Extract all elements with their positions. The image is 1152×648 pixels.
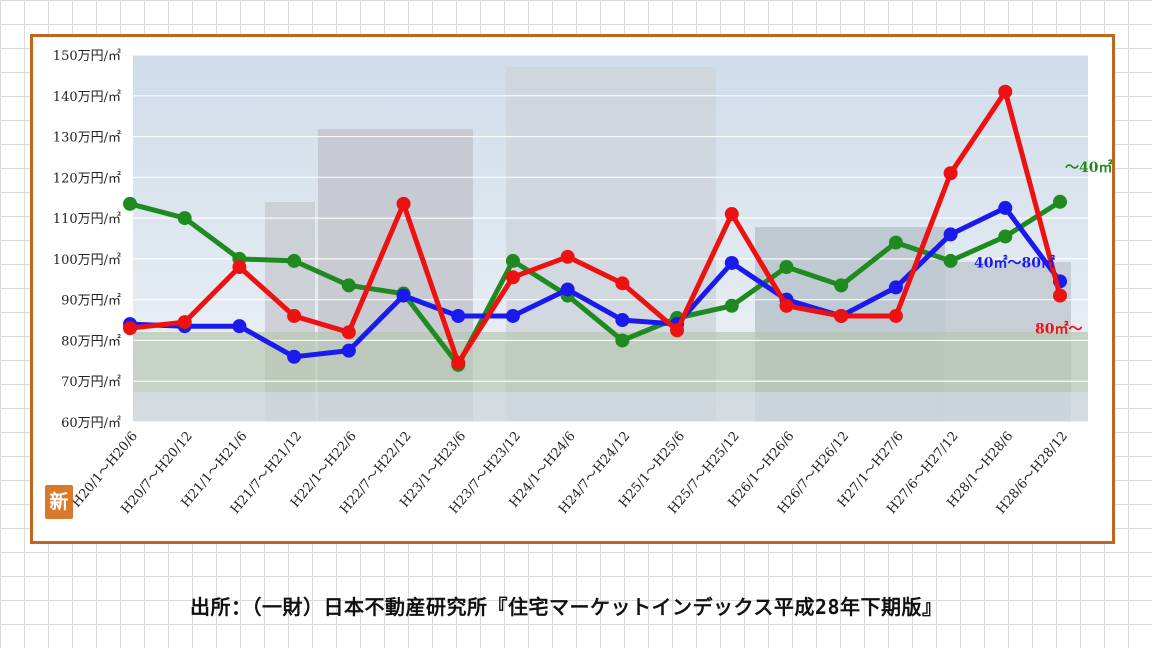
- series-lines: [123, 84, 1067, 372]
- chart-frame: 150万円/㎡ 140万円/㎡ 130万円/㎡ 120万円/㎡ 110万円/㎡ 100万円…: [30, 34, 1115, 544]
- data-point: [505, 253, 520, 268]
- data-point: [888, 235, 903, 250]
- data-point: [451, 308, 466, 323]
- data-point: [177, 211, 192, 226]
- data-point: [779, 260, 794, 275]
- new-badge: 新: [45, 485, 73, 519]
- y-tick-label: 130万円/㎡: [53, 131, 121, 146]
- data-point: [177, 315, 192, 330]
- data-point: [724, 298, 739, 313]
- data-point: [287, 349, 302, 364]
- data-point: [560, 282, 575, 297]
- river: [133, 392, 1088, 422]
- y-tick-label: 60万円/㎡: [61, 416, 121, 431]
- series-line: [127, 89, 1063, 366]
- data-point: [451, 355, 466, 370]
- y-tick-label: 90万円/㎡: [61, 294, 121, 309]
- data-point: [287, 253, 302, 268]
- y-tick-label: 70万円/㎡: [61, 375, 121, 390]
- data-point: [341, 343, 356, 358]
- y-tick-label: 150万円/㎡: [53, 49, 121, 64]
- series-line: [127, 205, 1063, 360]
- data-point: [505, 270, 520, 285]
- data-point: [888, 280, 903, 295]
- data-point: [724, 207, 739, 222]
- series-labels: 〜40㎡ 40㎡〜80㎡ 80㎡〜: [974, 159, 1112, 338]
- data-point: [998, 84, 1013, 99]
- y-tick-label: 120万円/㎡: [53, 171, 121, 186]
- data-point: [1053, 288, 1067, 303]
- data-point: [615, 276, 630, 291]
- data-point: [888, 308, 903, 323]
- series-label: 80㎡〜: [1035, 321, 1082, 338]
- data-point: [779, 298, 794, 313]
- data-point: [724, 255, 739, 270]
- grid-lines: [133, 54, 1088, 423]
- data-point: [943, 227, 958, 242]
- data-point: [615, 333, 630, 348]
- data-point: [232, 260, 247, 275]
- line-chart: 150万円/㎡ 140万円/㎡ 130万円/㎡ 120万円/㎡ 110万円/㎡ 100万円…: [53, 49, 1112, 517]
- y-axis-ticks: 150万円/㎡ 140万円/㎡ 130万円/㎡ 120万円/㎡ 110万円/㎡ 100万円…: [53, 49, 121, 431]
- x-axis-ticks: H20/1〜H20/6H20/7〜H20/12H21/1〜H21/6H21/7〜…: [69, 429, 1071, 517]
- data-point: [615, 313, 630, 328]
- data-point: [505, 308, 520, 323]
- data-point: [123, 321, 137, 336]
- data-point: [998, 200, 1013, 215]
- series-label: 〜40㎡: [1065, 159, 1112, 176]
- data-point: [341, 278, 356, 293]
- data-point: [232, 319, 247, 334]
- data-point: [670, 323, 685, 338]
- source-note: 出所：（一財）日本不動産研究所『住宅マーケットインデックス平成28年下期版』: [190, 595, 943, 619]
- series-label: 40㎡〜80㎡: [974, 254, 1055, 271]
- data-point: [560, 249, 575, 264]
- data-point: [943, 253, 958, 268]
- y-tick-label: 140万円/㎡: [53, 90, 121, 105]
- data-point: [943, 166, 958, 181]
- data-point: [396, 196, 411, 211]
- series-line: [127, 199, 1063, 368]
- y-tick-label: 110万円/㎡: [53, 212, 121, 227]
- data-point: [998, 229, 1013, 244]
- plot-background: [133, 55, 1088, 422]
- y-tick-label: 80万円/㎡: [61, 334, 121, 349]
- data-point: [287, 308, 302, 323]
- data-point: [834, 278, 849, 293]
- data-point: [834, 308, 849, 323]
- data-point: [341, 325, 356, 340]
- data-point: [396, 288, 411, 303]
- y-tick-label: 100万円/㎡: [53, 253, 121, 268]
- data-point: [123, 196, 137, 211]
- data-point: [1053, 194, 1067, 209]
